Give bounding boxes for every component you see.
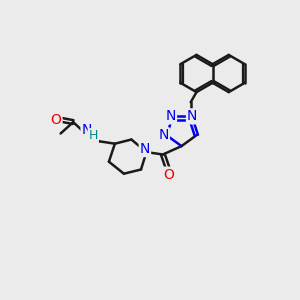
Text: H: H [88, 129, 98, 142]
Text: N: N [166, 110, 176, 123]
Text: N: N [187, 110, 197, 123]
Text: N: N [158, 128, 169, 142]
Text: N: N [140, 142, 150, 156]
Text: N: N [82, 123, 92, 137]
Text: O: O [164, 168, 174, 182]
Text: O: O [51, 113, 62, 127]
